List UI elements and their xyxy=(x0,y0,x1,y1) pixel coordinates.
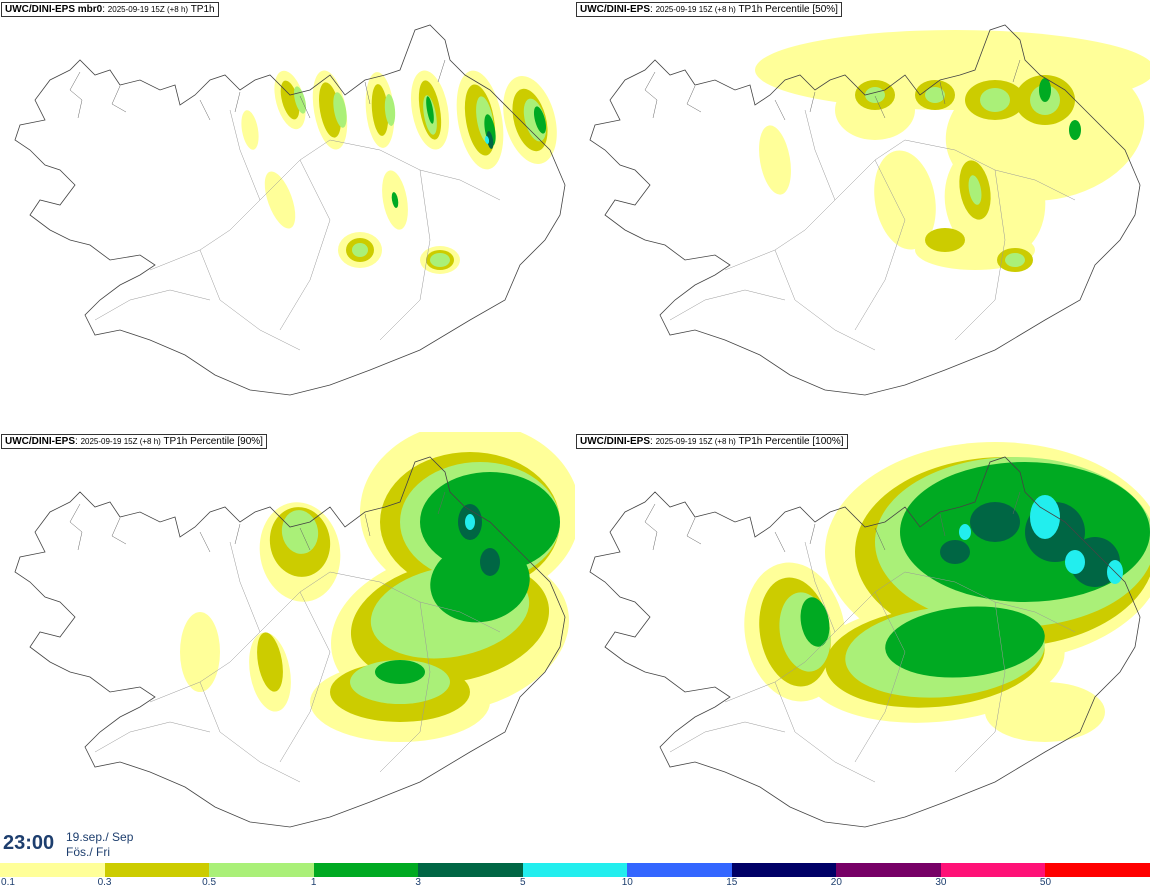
colorbar-segment xyxy=(627,863,732,877)
fjord-lines xyxy=(644,491,1021,553)
colorbar-segment xyxy=(731,863,837,877)
precip-area xyxy=(391,192,399,208)
colorbar-tick-label: 0.1 xyxy=(1,877,15,888)
colorbar-tick-label: 30 xyxy=(935,877,947,888)
precip-area xyxy=(1030,495,1060,539)
colorbar-legend xyxy=(0,863,1150,877)
road-network xyxy=(669,541,1076,783)
road-network xyxy=(94,541,501,783)
valid-time: 23:00 xyxy=(3,832,55,854)
precip-area xyxy=(281,510,319,554)
precip-area xyxy=(352,243,368,257)
valid-date: 19.sep./ Sep Fös./ Fri xyxy=(66,830,134,859)
map-panel-member0: UWC/DINI-EPS mbr0: 2025-09-19 15Z (+8 h)… xyxy=(0,0,575,432)
colorbar-tick-label: 1 xyxy=(310,877,317,888)
colorbar-tick-label: 0.3 xyxy=(97,877,112,888)
map-panel-p90: UWC/DINI-EPS: 2025-09-19 15Z (+8 h) TP1h… xyxy=(0,432,575,864)
colorbar-tick-label: 15 xyxy=(726,877,738,888)
panel-title: UWC/DINI-EPS: 2025-09-19 15Z (+8 h) TP1h… xyxy=(576,434,848,449)
precip-area xyxy=(980,88,1010,112)
colorbar-segment xyxy=(418,863,523,877)
precip-area xyxy=(426,96,434,124)
panel-title: UWC/DINI-EPS mbr0: 2025-09-19 15Z (+8 h)… xyxy=(1,2,219,17)
precip-area xyxy=(375,660,425,684)
precip-area xyxy=(800,597,830,647)
iceland-map xyxy=(14,432,575,828)
precip-area xyxy=(985,682,1105,742)
colorbar-segment xyxy=(209,863,314,877)
panel-title: UWC/DINI-EPS: 2025-09-19 15Z (+8 h) TP1h… xyxy=(1,434,267,449)
precip-area xyxy=(925,228,965,252)
precip-area xyxy=(257,632,283,692)
road-network xyxy=(94,109,501,351)
coastline xyxy=(14,456,566,828)
precip-area xyxy=(484,136,490,144)
coastline xyxy=(589,456,1141,828)
precip-area xyxy=(925,87,945,103)
precip-area xyxy=(1039,78,1051,102)
iceland-map xyxy=(589,24,1150,396)
precip-area xyxy=(874,150,936,250)
colorbar-tick-label: 5 xyxy=(519,877,526,888)
colorbar-segment xyxy=(522,863,628,877)
coastline xyxy=(589,24,1141,396)
iceland-map xyxy=(589,442,1150,828)
colorbar-tick-label: 0.5 xyxy=(202,877,217,888)
colorbar-labels: 0.1 0.3 0.5 1 3 5 10 15 20 30 50 xyxy=(0,877,1150,891)
precip-area xyxy=(430,253,450,267)
precip-area xyxy=(1069,120,1081,140)
precip-area xyxy=(486,131,494,149)
precip-area xyxy=(480,548,500,576)
colorbar-segment xyxy=(313,863,419,877)
precip-area xyxy=(241,110,259,150)
fjord-lines xyxy=(69,491,446,553)
precip-area xyxy=(371,84,389,136)
precip-area xyxy=(759,125,791,195)
map-panel-p100: UWC/DINI-EPS: 2025-09-19 15Z (+8 h) TP1h… xyxy=(575,432,1150,864)
fjord-lines xyxy=(644,59,1021,121)
precip-area xyxy=(968,175,982,205)
colorbar-tick-label: 50 xyxy=(1039,877,1052,888)
colorbar-segment xyxy=(836,863,941,877)
precip-area xyxy=(959,524,971,540)
precip-area xyxy=(533,106,547,134)
coastline xyxy=(14,24,566,396)
panel-title: UWC/DINI-EPS: 2025-09-19 15Z (+8 h) TP1h… xyxy=(576,2,842,17)
precip-area xyxy=(865,87,885,103)
road-network xyxy=(669,109,1076,351)
iceland-map xyxy=(14,24,566,396)
colorbar-segment xyxy=(104,863,210,877)
colorbar-tick-label: 3 xyxy=(415,877,421,888)
precip-area xyxy=(1065,550,1085,574)
colorbar-segment xyxy=(0,863,105,877)
precip-area xyxy=(940,540,970,564)
precip-area xyxy=(970,502,1020,542)
precip-area xyxy=(465,514,475,530)
precip-area xyxy=(885,606,1045,678)
colorbar-segment xyxy=(940,863,1046,877)
map-panel-p50: UWC/DINI-EPS: 2025-09-19 15Z (+8 h) TP1h… xyxy=(575,0,1150,432)
precip-area xyxy=(384,94,396,126)
precip-area xyxy=(430,541,530,623)
colorbar-tick-label: 10 xyxy=(621,877,633,888)
precip-area xyxy=(1005,253,1025,267)
colorbar-segment xyxy=(1045,863,1150,877)
fjord-lines xyxy=(69,59,446,121)
precip-area xyxy=(180,612,220,692)
colorbar-tick-label: 20 xyxy=(830,877,842,888)
precip-area xyxy=(333,92,347,128)
precip-area xyxy=(264,171,296,229)
valid-time-box: 23:00 19.sep./ Sep Fös./ Fri xyxy=(0,826,140,862)
